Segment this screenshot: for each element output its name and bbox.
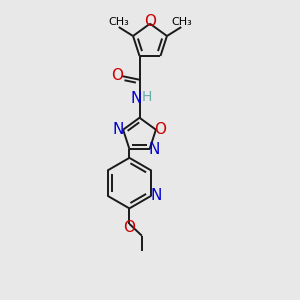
Text: N: N bbox=[131, 91, 142, 106]
Text: N: N bbox=[148, 142, 160, 157]
Text: O: O bbox=[144, 14, 156, 29]
Text: N: N bbox=[113, 122, 124, 136]
Text: N: N bbox=[150, 188, 162, 203]
Text: H: H bbox=[142, 90, 152, 104]
Text: O: O bbox=[154, 122, 166, 136]
Text: CH₃: CH₃ bbox=[171, 17, 192, 27]
Text: CH₃: CH₃ bbox=[108, 17, 129, 27]
Text: O: O bbox=[112, 68, 124, 83]
Text: O: O bbox=[123, 220, 135, 235]
